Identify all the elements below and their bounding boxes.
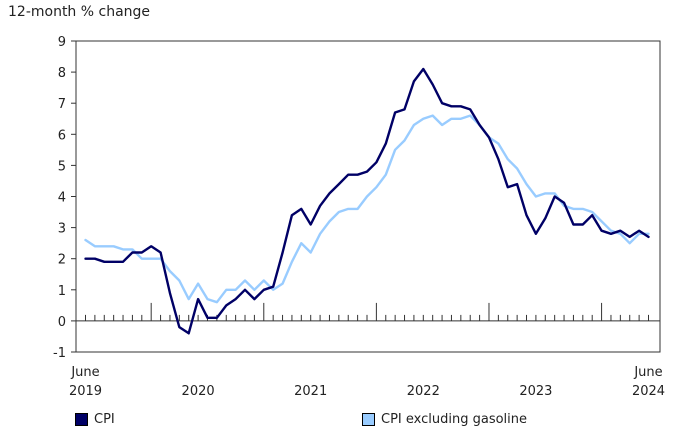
series-lines (84, 67, 650, 335)
x-tick-label-year: 2024 (632, 384, 665, 399)
x-labels: June 2019 2020 2021 2022 2023 June 2024 (69, 365, 665, 399)
y-tick-label: 2 (58, 253, 66, 268)
y-tick-label: -1 (53, 346, 66, 361)
x-tick-label-year: 2019 (69, 384, 102, 399)
y-tick-label: 9 (58, 35, 66, 50)
legend-item-cpi: CPI (75, 410, 115, 428)
x-tick-label-line1: June (633, 365, 662, 380)
x-ticks (85, 302, 649, 321)
y-tick-label: 8 (58, 66, 66, 81)
x-tick-label-year: 2022 (407, 384, 440, 399)
series-line-cpi-ex-gasoline (84, 114, 650, 304)
x-tick-label-year: 2021 (294, 384, 327, 399)
x-tick-label-line1: June (70, 365, 99, 380)
legend-item-cpi-ex-gasoline: CPI excluding gasoline (362, 410, 527, 428)
y-tick-label: 6 (58, 128, 66, 143)
y-tick-label: 1 (58, 284, 66, 299)
y-tick-label: 7 (58, 97, 66, 112)
x-tick-label-year: 2020 (182, 384, 215, 399)
legend-label-cpi: CPI (94, 411, 115, 427)
y-tick-label: 4 (58, 191, 66, 206)
legend-swatch-cpi-ex-gasoline (362, 412, 375, 426)
legend-swatch-cpi (75, 412, 88, 426)
y-tick-label: 5 (58, 159, 66, 174)
y-tick-label: 0 (58, 315, 66, 330)
y-axis-label: 12-month % change (8, 4, 150, 20)
y-tick-label: 3 (58, 222, 66, 237)
y-ticks: -1 0 1 2 3 4 5 6 7 8 9 (53, 35, 660, 361)
series-line-cpi (84, 67, 650, 335)
x-tick-label-year: 2023 (519, 384, 552, 399)
legend-label-cpi-ex-gasoline: CPI excluding gasoline (381, 411, 528, 427)
